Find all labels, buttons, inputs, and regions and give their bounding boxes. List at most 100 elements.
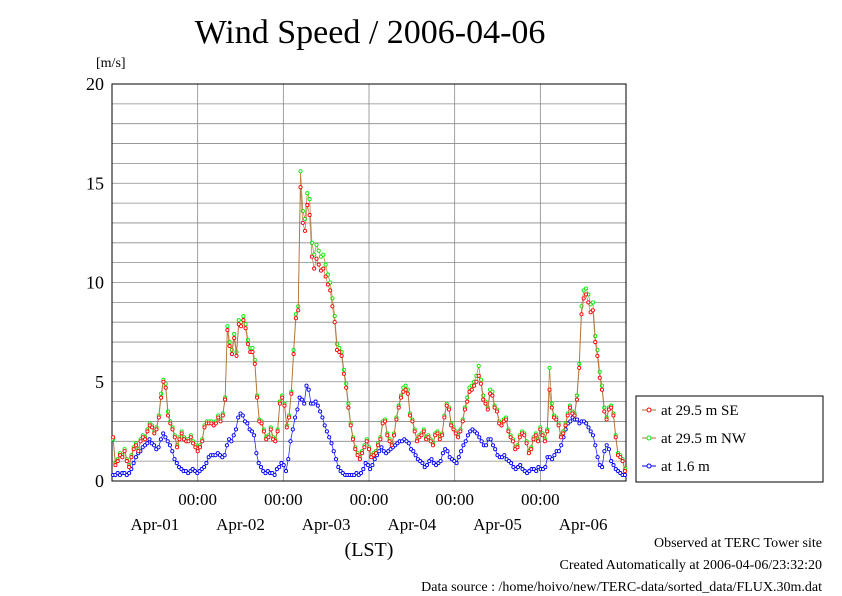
data-point <box>218 419 223 424</box>
data-point <box>364 439 369 444</box>
legend-label: at 29.5 m NW <box>661 431 747 447</box>
data-point <box>315 403 320 408</box>
data-point <box>586 425 591 430</box>
data-point <box>392 433 397 438</box>
data-point <box>394 417 399 422</box>
data-point <box>583 292 589 297</box>
data-point <box>556 449 561 454</box>
data-point <box>488 437 493 442</box>
data-point <box>336 465 341 470</box>
data-point <box>281 463 286 468</box>
data-point <box>531 437 536 442</box>
data-point <box>440 451 445 456</box>
data-point <box>445 449 450 454</box>
data-point <box>547 387 552 392</box>
data-point <box>606 447 611 452</box>
data-point <box>357 457 362 462</box>
data-point <box>597 375 602 380</box>
data-point <box>232 336 237 341</box>
data-point <box>122 449 127 454</box>
data-point <box>474 379 479 384</box>
data-point <box>223 397 228 402</box>
data-point <box>509 461 514 466</box>
x-axis: 00:00 00:00 00:00 00:00 00:00 Apr-01 Apr-02 Apr… <box>130 490 607 561</box>
data-point <box>333 457 339 462</box>
data-point <box>179 431 184 436</box>
data-point <box>163 435 168 440</box>
data-point <box>236 415 241 420</box>
data-point <box>296 308 301 313</box>
data-point <box>222 453 227 458</box>
data-point <box>293 415 298 420</box>
data-point <box>543 465 548 470</box>
data-point <box>193 445 198 450</box>
data-point <box>337 349 342 355</box>
data-point <box>156 445 161 450</box>
data-point <box>227 343 232 349</box>
data-point <box>186 439 191 444</box>
data-point <box>149 425 155 430</box>
data-point <box>410 419 415 424</box>
data-point <box>515 445 520 450</box>
data-point <box>403 387 408 392</box>
y-tick-label: 0 <box>95 471 104 491</box>
legend-box <box>635 395 824 483</box>
data-point <box>385 433 390 438</box>
data-point <box>241 318 246 323</box>
data-point <box>420 461 425 466</box>
data-point <box>334 341 340 347</box>
data-point <box>312 266 317 271</box>
data-point <box>111 435 116 440</box>
data-point <box>609 405 614 410</box>
data-point <box>131 447 136 452</box>
data-point <box>552 453 557 458</box>
data-point <box>124 459 129 464</box>
data-point <box>339 353 344 358</box>
x-date-tick-label: Apr-02 <box>216 515 265 534</box>
data-point <box>453 431 458 436</box>
series-low <box>111 383 627 478</box>
data-point <box>366 447 372 452</box>
data-point <box>133 455 138 460</box>
data-point <box>534 469 539 474</box>
data-point <box>302 228 308 233</box>
data-point <box>299 397 304 402</box>
data-point <box>147 437 152 442</box>
data-point <box>289 391 294 396</box>
data-point <box>293 316 298 321</box>
legend-label: at 1.6 m <box>661 459 710 475</box>
data-point <box>540 433 545 438</box>
data-point <box>412 429 417 434</box>
data-point <box>168 421 173 426</box>
legend-swatch-marker <box>646 463 652 469</box>
data-point <box>329 441 334 446</box>
data-point <box>604 443 609 448</box>
data-point <box>316 248 321 253</box>
data-point <box>547 365 552 370</box>
data-point <box>563 423 568 428</box>
data-point <box>428 439 433 444</box>
data-point <box>241 314 246 319</box>
data-point <box>611 413 616 418</box>
data-point <box>309 254 314 259</box>
data-point <box>444 403 449 408</box>
data-point <box>584 421 589 426</box>
data-point <box>233 427 239 432</box>
data-point <box>376 443 381 448</box>
data-point <box>426 435 431 440</box>
data-point <box>538 427 543 432</box>
data-point <box>322 423 327 428</box>
x-axis-label: (LST) <box>345 539 394 561</box>
data-point <box>479 439 484 444</box>
data-point <box>618 455 623 460</box>
data-point <box>550 457 555 462</box>
data-point <box>158 437 163 442</box>
data-point <box>225 328 230 333</box>
data-point <box>353 447 358 452</box>
data-point <box>421 429 426 434</box>
data-point <box>284 425 289 430</box>
data-point <box>574 397 579 402</box>
data-point <box>360 451 365 456</box>
data-point <box>348 423 353 428</box>
data-point <box>127 471 132 476</box>
